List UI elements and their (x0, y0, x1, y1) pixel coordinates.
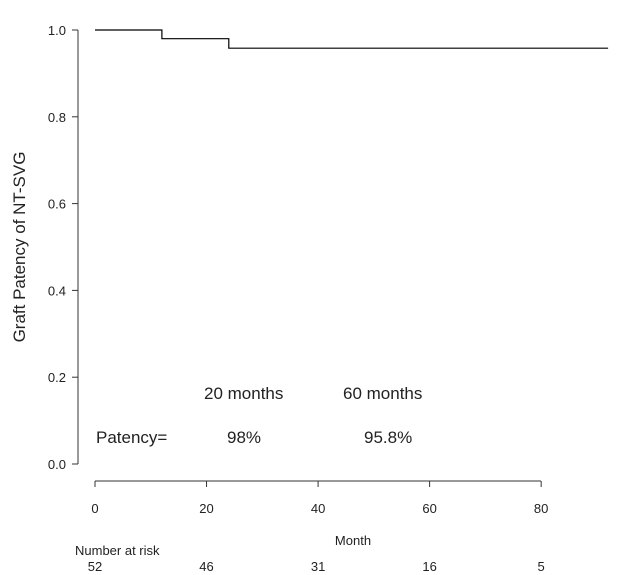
annotation-patency-60: 95.8% (364, 428, 412, 447)
y-tick-label: 0.0 (48, 457, 66, 472)
annotation-patency-label: Patency= (96, 428, 167, 447)
y-tick-label: 1.0 (48, 23, 66, 38)
y-tick-label: 0.4 (48, 283, 66, 298)
y-tick-label: 0.2 (48, 370, 66, 385)
risk-table-value: 31 (311, 559, 325, 574)
y-axis-title: Graft Patency of NT-SVG (10, 152, 29, 343)
x-axis-title: Month (335, 533, 371, 548)
annotation-60-months: 60 months (343, 384, 422, 403)
x-tick-label: 80 (534, 501, 548, 516)
risk-table-value: 5 (538, 559, 545, 574)
annotation-patency-20: 98% (227, 428, 261, 447)
survival-step-line (95, 29, 609, 49)
risk-table-value: 52 (88, 559, 102, 574)
x-tick-label: 0 (91, 501, 98, 516)
risk-table-title: Number at risk (75, 543, 160, 558)
x-tick-label: 60 (422, 501, 436, 516)
annotation-20-months: 20 months (204, 384, 283, 403)
risk-table-value: 16 (422, 559, 436, 574)
x-tick-label: 40 (311, 501, 325, 516)
x-tick-label: 20 (199, 501, 213, 516)
risk-table-value: 46 (199, 559, 213, 574)
y-tick-label: 0.8 (48, 110, 66, 125)
y-tick-label: 0.6 (48, 197, 66, 212)
